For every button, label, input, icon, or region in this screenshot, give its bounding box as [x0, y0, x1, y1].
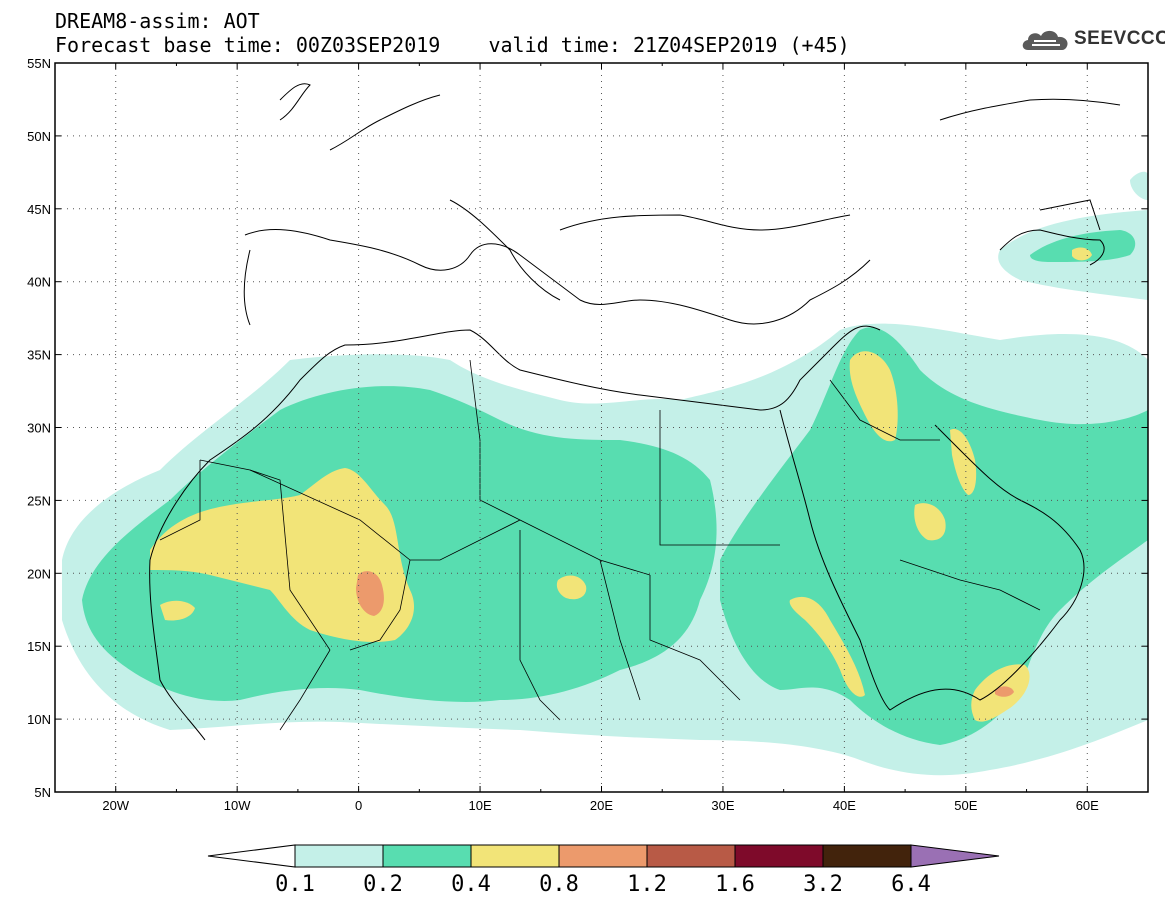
- colorbar-label: 0.2: [363, 872, 403, 897]
- graticule: [55, 63, 1148, 792]
- colorbar-upper-arrow: [910, 844, 1000, 868]
- lat-tick-label: 20N: [27, 566, 51, 581]
- lat-tick-label: 50N: [27, 129, 51, 144]
- colorbar-label: 0.1: [275, 872, 315, 897]
- lon-tick-label: 60E: [1076, 798, 1099, 813]
- forecast-time-line: Forecast base time: 00Z03SEP2019 valid t…: [55, 33, 850, 57]
- lat-tick-label: 35N: [27, 348, 51, 363]
- colorbar-label: 3.2: [803, 872, 843, 897]
- lon-tick-label: 30E: [711, 798, 734, 813]
- brand-name: SEEVCCC: [1074, 28, 1165, 49]
- aot-band-yellow-redsea: [789, 596, 865, 697]
- lat-tick-label: 30N: [27, 421, 51, 436]
- colorbar-swatch: [470, 844, 560, 868]
- lon-tick-label: 50E: [954, 798, 977, 813]
- lat-tick-label: 45N: [27, 202, 51, 217]
- colorbar-label: 1.6: [715, 872, 755, 897]
- lon-tick-label: 20E: [590, 798, 613, 813]
- colorbar-label: 1.2: [627, 872, 667, 897]
- aot-band-light-ne: [1130, 171, 1148, 200]
- lon-tick-label: 20W: [102, 798, 129, 813]
- aot-band-green-west: [82, 386, 717, 702]
- colorbar-swatch: [294, 844, 384, 868]
- map-title: DREAM8-assim: AOT: [55, 9, 260, 33]
- aot-field: [62, 171, 1148, 776]
- color-bar: 0.1 0.2 0.4 0.8 1.2 1.6 3.2 6.4: [207, 844, 1000, 897]
- aot-band-yellow-iraq: [849, 351, 898, 442]
- colorbar-swatch: [822, 844, 912, 868]
- colorbar-lower-arrow: [207, 844, 296, 868]
- aot-band-orange-mali: [356, 571, 384, 616]
- lon-tick-label: 0: [355, 798, 362, 813]
- aot-band-yellow-saudi: [914, 503, 946, 541]
- aot-band-yellow-caspian: [1072, 247, 1092, 261]
- aot-band-yellow-sahara: [150, 468, 415, 642]
- aot-band-yellow-gulf: [950, 429, 977, 495]
- lat-tick-label: 10N: [27, 712, 51, 727]
- aot-band-green-caspian: [1030, 230, 1136, 262]
- longitude-axis: 20W 10W 0 10E 20E 30E 40E 50E 60E: [54, 63, 1149, 813]
- lat-tick-label: 25N: [27, 493, 51, 508]
- colorbar-swatch: [558, 844, 648, 868]
- aot-band-yellow-chad: [556, 575, 587, 600]
- colorbar-label: 0.4: [451, 872, 491, 897]
- lat-tick-label: 40N: [27, 275, 51, 290]
- colorbar-label: 6.4: [891, 872, 931, 897]
- lon-tick-label: 10E: [468, 798, 491, 813]
- aot-band-yellow-mauritania: [160, 600, 195, 621]
- colorbar-swatch: [734, 844, 824, 868]
- lat-tick-label: 15N: [27, 639, 51, 654]
- aot-band-orange-oman: [995, 686, 1014, 697]
- lon-tick-label: 10W: [224, 798, 251, 813]
- lon-tick-label: 40E: [833, 798, 856, 813]
- colorbar-swatch: [646, 844, 736, 868]
- cloud-logo-icon: [1022, 30, 1068, 50]
- seevccc-logo: SEEVCCC: [1020, 26, 1165, 54]
- colorbar-swatch: [382, 844, 472, 868]
- coastlines: [149, 83, 1121, 741]
- country-borders: [159, 359, 1041, 731]
- latitude-axis: 5N 10N 15N 20N 25N 30N 35N 40N 45N 50N 55N: [27, 56, 1148, 800]
- lat-tick-label: 55N: [27, 56, 51, 71]
- colorbar-label: 0.8: [539, 872, 579, 897]
- lat-tick-label: 5N: [34, 785, 51, 800]
